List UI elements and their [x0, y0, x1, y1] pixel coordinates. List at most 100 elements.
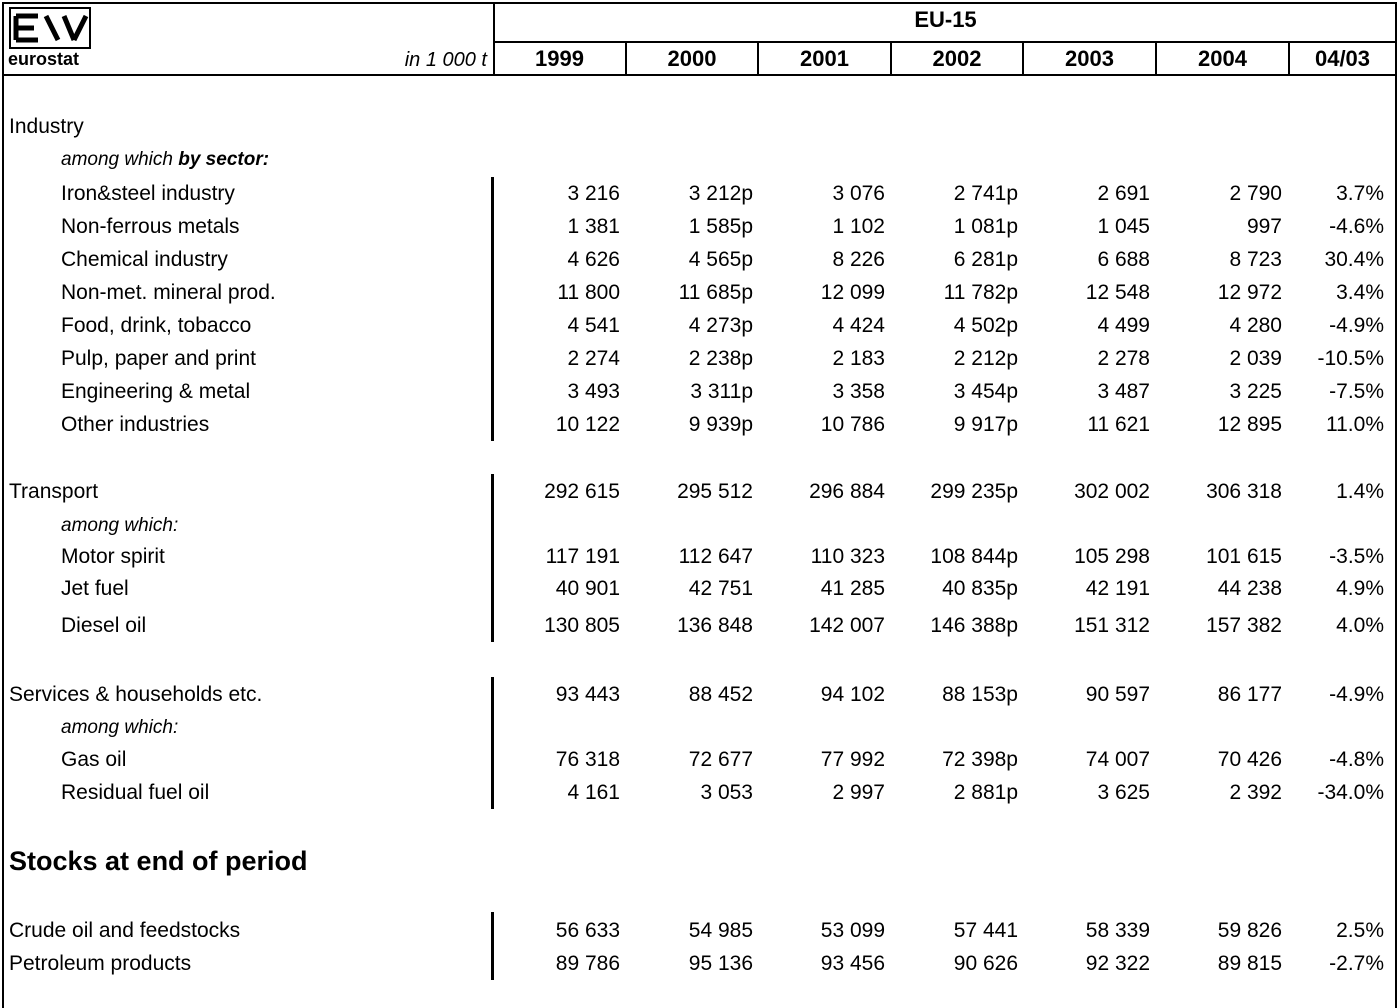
value-cell: 11 621 — [1087, 413, 1150, 436]
value-cell: 142 007 — [809, 614, 885, 637]
value-cell: 3 225 — [1229, 380, 1282, 403]
row-label: Motor spirit — [61, 545, 165, 568]
value-cell: 94 102 — [820, 683, 885, 706]
row-label: Other industries — [61, 413, 210, 436]
transport-sublabel-row: among which: — [0, 509, 1399, 542]
value-cell: 2 790 — [1229, 182, 1282, 205]
year-header: 2004 — [1198, 46, 1247, 71]
col-divider — [890, 41, 892, 76]
col-divider — [1022, 41, 1024, 76]
row-label: Industry — [9, 115, 84, 138]
value-cell: 88 452 — [688, 683, 753, 706]
value-cell: 105 298 — [1074, 545, 1150, 568]
value-cell: 130 805 — [544, 614, 620, 637]
change-cell: -4.6% — [1329, 215, 1384, 238]
eurostat-logo: eurostat — [8, 7, 91, 68]
value-cell: 6 281p — [953, 248, 1018, 271]
change-header: 04/03 — [1314, 46, 1371, 71]
value-cell: 12 099 — [820, 281, 885, 304]
value-cell: 40 835p — [942, 577, 1018, 600]
industry-header-row: Industry — [0, 110, 1399, 143]
value-cell: 12 895 — [1217, 413, 1282, 436]
row-label: Transport — [9, 480, 99, 503]
value-cell: 1 081p — [953, 215, 1018, 238]
value-cell: 42 191 — [1085, 577, 1150, 600]
row-sublabel: among which: — [61, 515, 179, 536]
value-cell: 4 280 — [1229, 314, 1282, 337]
table-row: Jet fuel 40 901 42 751 41 285 40 835p 42 191 4… — [0, 572, 1399, 605]
row-label: Pulp, paper and print — [61, 347, 256, 370]
value-cell: 56 633 — [555, 919, 620, 942]
row-label: Food, drink, tobacco — [61, 314, 252, 337]
value-cell: 3 454p — [953, 380, 1018, 403]
value-cell: 41 285 — [820, 577, 885, 600]
row-sublabel: among which: — [61, 717, 179, 738]
value-cell: 1 381 — [567, 215, 620, 238]
header-bottom-border — [2, 74, 1397, 76]
header-middle-border — [494, 41, 1397, 43]
value-cell: 3 311p — [690, 380, 753, 403]
change-cell: -10.5% — [1317, 347, 1384, 370]
value-cell: 95 136 — [688, 952, 753, 975]
table-right-border — [1395, 2, 1397, 1008]
row-label: Non-met. mineral prod. — [61, 281, 276, 304]
row-label: Chemical industry — [61, 248, 228, 271]
change-cell: -4.8% — [1329, 748, 1384, 771]
value-cell: 2 039 — [1229, 347, 1282, 370]
change-cell: 30.4% — [1324, 248, 1384, 271]
value-cell: 4 424 — [832, 314, 885, 337]
table-row: Crude oil and feedstocks 56 633 54 985 53 0… — [0, 914, 1399, 947]
row-sublabel: among which by sector: — [61, 149, 270, 170]
value-cell: 4 273p — [688, 314, 753, 337]
change-cell: 3.7% — [1336, 182, 1384, 205]
value-cell: 295 512 — [677, 480, 753, 503]
change-cell: 4.0% — [1336, 614, 1384, 637]
value-cell: 302 002 — [1074, 480, 1150, 503]
value-cell: 72 398p — [942, 748, 1018, 771]
year-header: 2002 — [932, 46, 982, 71]
row-label: Iron&steel industry — [61, 182, 235, 205]
section-separator — [491, 677, 494, 809]
value-cell: 74 007 — [1085, 748, 1150, 771]
region-header: EU-15 — [914, 7, 977, 32]
table-row: Other industries 10 122 9 939p 10 786 9 917p… — [0, 408, 1399, 441]
value-cell: 3 053 — [700, 781, 753, 804]
value-cell: 11 782p — [943, 281, 1018, 304]
value-cell: 2 741p — [953, 182, 1018, 205]
value-cell: 157 382 — [1206, 614, 1282, 637]
change-cell: -2.7% — [1329, 952, 1384, 975]
value-cell: 77 992 — [820, 748, 885, 771]
year-header: 1999 — [535, 46, 584, 71]
value-cell: 54 985 — [688, 919, 753, 942]
change-cell: 3.4% — [1336, 281, 1384, 304]
value-cell: 2 212p — [953, 347, 1018, 370]
row-label: Jet fuel — [61, 577, 129, 600]
row-label: Crude oil and feedstocks — [9, 919, 241, 942]
table-row: Petroleum products 89 786 95 136 93 456 90 6… — [0, 947, 1399, 980]
table-row: Motor spirit 117 191 112 647 110 323 108 844… — [0, 540, 1399, 573]
value-cell: 296 884 — [809, 480, 885, 503]
section-separator — [491, 177, 494, 441]
change-cell: -7.5% — [1329, 380, 1384, 403]
value-cell: 8 226 — [832, 248, 885, 271]
table-row: Engineering & metal 3 493 3 311p 3 358 3 454… — [0, 375, 1399, 408]
value-cell: 997 — [1246, 215, 1282, 238]
value-cell: 4 161 — [567, 781, 620, 804]
value-cell: 1 585p — [688, 215, 753, 238]
change-cell: 4.9% — [1336, 577, 1384, 600]
value-cell: 3 625 — [1097, 781, 1150, 804]
value-cell: 76 318 — [555, 748, 620, 771]
value-cell: 10 122 — [555, 413, 620, 436]
change-cell: 2.5% — [1336, 919, 1384, 942]
value-cell: 1 045 — [1097, 215, 1150, 238]
value-cell: 2 997 — [832, 781, 885, 804]
value-cell: 3 493 — [567, 380, 620, 403]
value-cell: 3 216 — [567, 182, 620, 205]
services-sublabel-row: among which: — [0, 711, 1399, 744]
year-header: 2000 — [667, 46, 717, 71]
section-separator — [491, 912, 494, 980]
value-cell: 93 456 — [820, 952, 885, 975]
table-row: Food, drink, tobacco 4 541 4 273p 4 424 4 50… — [0, 309, 1399, 342]
value-cell: 8 723 — [1229, 248, 1282, 271]
value-cell: 110 323 — [810, 545, 885, 568]
